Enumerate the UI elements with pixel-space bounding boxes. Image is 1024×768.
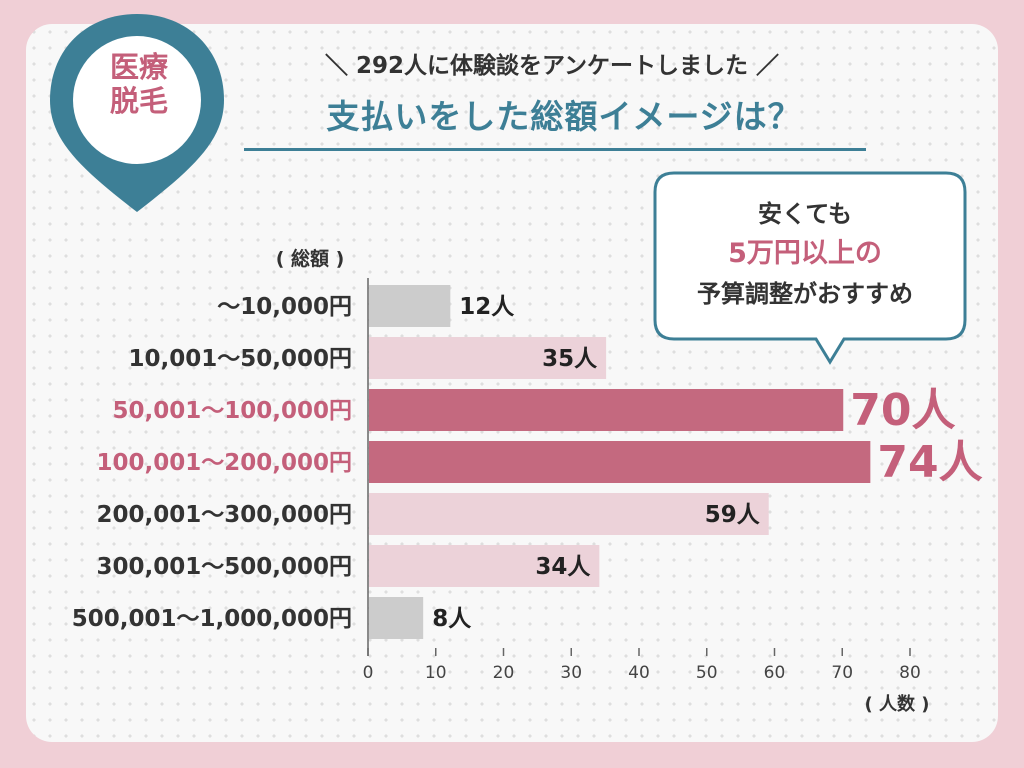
x-tick-label: 20	[493, 663, 515, 683]
bar	[369, 441, 871, 483]
page-title: 支払いをした総額イメージは？	[326, 97, 802, 136]
value-label: 35人	[542, 346, 598, 372]
x-tick-label: 50	[696, 663, 718, 683]
callout-line2: 5万円以上の	[728, 238, 882, 269]
bar	[369, 545, 600, 587]
value-label: 74人	[877, 437, 982, 488]
bar	[369, 493, 769, 535]
bar	[369, 389, 844, 431]
speech-bubble	[653, 171, 967, 365]
badge-line1: 医療	[109, 50, 168, 84]
category-label: 300,001～500,000円	[96, 554, 352, 580]
callout-line1: 安くても	[757, 200, 853, 228]
value-axis-label: ( 人数 )	[864, 694, 930, 715]
value-label: 59人	[705, 502, 761, 528]
x-tick-label: 30	[560, 663, 582, 683]
bar	[369, 337, 607, 379]
bar	[369, 597, 424, 639]
x-tick-label: 40	[628, 663, 650, 683]
callout-line3: 予算調整がおすすめ	[697, 280, 913, 308]
category-label: 200,001～300,000円	[96, 502, 352, 528]
category-label: 500,001～1,000,000円	[72, 606, 352, 632]
badge-line2: 脱毛	[109, 84, 168, 118]
value-label: 70人	[850, 385, 955, 436]
value-label: 8人	[432, 606, 472, 632]
bar	[369, 285, 451, 327]
callout-text: 安くても 5万円以上の 予算調整がおすすめ	[654, 194, 956, 314]
value-label: 12人	[459, 294, 515, 320]
category-label: 10,001～50,000円	[128, 346, 352, 372]
category-badge: 医療 脱毛	[84, 50, 194, 118]
x-tick-label: 0	[363, 663, 374, 683]
value-label: 34人	[535, 554, 591, 580]
map-pin-icon	[50, 14, 224, 212]
x-tick-label: 10	[425, 663, 447, 683]
category-axis-header: ( 総額 )	[275, 248, 345, 270]
x-tick-label: 80	[899, 663, 921, 683]
title-underline	[244, 148, 866, 151]
x-tick-label: 70	[831, 663, 853, 683]
category-label: 50,001～100,000円	[112, 398, 352, 424]
x-tick-label: 60	[764, 663, 786, 683]
category-label: ～10,000円	[217, 294, 352, 320]
survey-subtitle: ＼ 292人に体験談をアンケートしました ／	[324, 53, 780, 79]
category-label: 100,001～200,000円	[96, 450, 352, 476]
